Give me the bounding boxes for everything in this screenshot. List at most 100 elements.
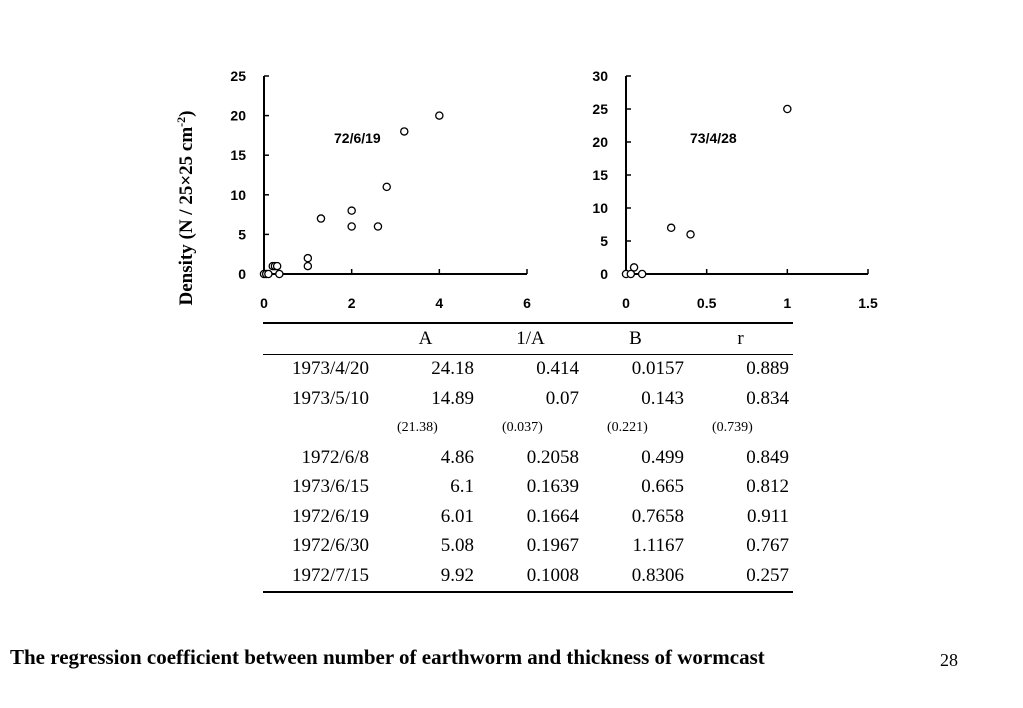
chart-2-data-point: [783, 104, 792, 114]
table-cell: 0.665: [641, 476, 684, 498]
chart-1-x-tick-label: 4: [435, 295, 443, 311]
chart-1-x-tick-label: 2: [348, 295, 356, 311]
table-header-cell: r: [688, 323, 793, 355]
chart-1-x-tick-label: 0: [260, 295, 268, 311]
shared-y-axis-label: Density (N / 25×25 cm-2): [173, 110, 198, 306]
chart-2-x-tick-label: 1: [783, 295, 791, 311]
table-cell: 1973/4/20: [291, 358, 369, 380]
chart-1-data-point: [400, 127, 409, 136]
table-cell: 1972/7/15: [291, 564, 369, 586]
figure-caption: The regression coefficient between numbe…: [10, 645, 765, 669]
chart-1-data-point: [373, 222, 383, 231]
table-cell: 24.18: [431, 358, 474, 380]
chart-1-data-point: [303, 261, 313, 271]
table-cell: 6.1: [450, 476, 474, 498]
chart-2-x-tick-label: 0: [622, 295, 630, 311]
chart-2-x-tick-label: 0.5: [697, 295, 717, 311]
table-row: 1972/7/15 9.92 0.1008 0.8306 0.257: [263, 561, 793, 592]
table-header-cell: A: [373, 323, 478, 355]
chart-2-data-point: [626, 269, 636, 279]
table-cell: 0.8306: [631, 564, 684, 586]
chart-2-y-tick-label: 5: [600, 233, 608, 249]
table-cell: 1.1167: [632, 535, 684, 557]
chart-1-x-tick-label: 6: [523, 295, 531, 311]
table-header-cell: [263, 323, 373, 355]
chart-2-data-point: [629, 263, 639, 272]
table-row: (21.38) (0.037) (0.221) (0.739): [263, 414, 793, 444]
table-cell: 1972/6/19: [291, 505, 369, 527]
chart-1-y-tick-label: 15: [230, 147, 246, 163]
table-cell: [263, 414, 373, 444]
chart-2-y-tick-label: 15: [592, 167, 608, 183]
table-cell: (0.037): [502, 420, 543, 436]
table-body: 1973/4/20 24.18 0.414 0.0157 0.889 1973/5/10 1…: [263, 354, 793, 592]
chart-1-data-point: [316, 214, 326, 223]
table-cell: 6.01: [440, 505, 474, 527]
chart-1-data-point: [264, 269, 273, 279]
table-cell: 0.0157: [631, 358, 684, 380]
table-cell: 0.07: [545, 387, 579, 409]
chart-1-y-tick-label: 25: [230, 68, 246, 84]
chart-2-data-point: [686, 230, 695, 239]
chart-2-y-tick-label: 30: [592, 68, 608, 84]
table-cell: 0.889: [746, 358, 789, 380]
table-cell: 0.499: [641, 446, 684, 468]
table-cell: 0.834: [746, 387, 789, 409]
table-row: 1973/5/10 14.89 0.07 0.143 0.834: [263, 384, 793, 414]
table-cell: 0.1639: [526, 476, 579, 498]
chart-2-x-tick-label: 1.5: [858, 295, 878, 311]
table-cell: 0.1967: [526, 535, 579, 557]
table-cell: 0.143: [641, 387, 684, 409]
chart-1-data-point: [272, 261, 282, 271]
table-cell: 0.767: [746, 535, 789, 557]
chart-1-y-tick-label: 10: [230, 187, 246, 203]
table-cell: 0.1664: [526, 505, 579, 527]
chart-1-y-tick-label: 0: [238, 266, 246, 282]
chart-2-y-tick-label: 20: [592, 134, 608, 150]
chart-2-data-point: [666, 223, 676, 233]
table-cell: 0.257: [746, 564, 789, 586]
table-row: 1973/6/15 6.1 0.1639 0.665 0.812: [263, 473, 793, 503]
chart-1-data-point: [275, 269, 284, 279]
chart-1-data-point: [347, 222, 356, 231]
chart-2-y-tick-label: 25: [592, 101, 608, 117]
table-cell: 1973/6/15: [291, 476, 369, 498]
table-cell: (21.38): [397, 420, 438, 436]
chart-1-y-tick-label: 5: [238, 226, 246, 242]
table-cell: (0.221): [607, 420, 648, 436]
page-number: 28: [940, 650, 958, 670]
table-cell: 0.7658: [631, 505, 684, 527]
table-row: 1972/6/8 4.86 0.2058 0.499 0.849: [263, 443, 793, 473]
table-cell: 1973/5/10: [291, 387, 369, 409]
table-cell: 0.414: [536, 358, 579, 380]
table-row: 1972/6/30 5.08 0.1967 1.1167 0.767: [263, 532, 793, 562]
table-header-cell: B: [583, 323, 688, 355]
chart-1-data-point: [382, 182, 391, 192]
chart-2-annotation: 73/4/28: [690, 130, 737, 146]
table-cell: 9.92: [440, 564, 474, 586]
chart-1-data-point: [435, 111, 444, 120]
chart-2-y-tick-label: 10: [592, 200, 608, 216]
chart-1-y-tick-label: 20: [230, 108, 246, 124]
chart-1-data-point: [303, 253, 313, 263]
table-cell: 0.1008: [526, 564, 579, 586]
table-cell: (0.739): [712, 420, 753, 436]
chart-1-data-point: [347, 206, 356, 215]
chart-1-annotation: 72/6/19: [334, 130, 381, 146]
chart-2-y-tick-label: 0: [600, 266, 608, 282]
table-cell: 1972/6/8: [301, 446, 369, 468]
table-cell: 1972/6/30: [291, 535, 369, 557]
table-row: 1972/6/19 6.01 0.1664 0.7658 0.911: [263, 502, 793, 532]
table-cell: 5.08: [440, 535, 474, 557]
table-cell: 0.849: [746, 446, 789, 468]
table-cell: 0.2058: [526, 446, 579, 468]
table-header-cell: 1/A: [478, 323, 583, 355]
table-cell: 4.86: [440, 446, 474, 468]
chart-2-data-point: [637, 269, 647, 279]
table-cell: 14.89: [431, 387, 474, 409]
table-cell: 0.911: [746, 505, 789, 527]
table-cell: 0.812: [746, 476, 789, 498]
